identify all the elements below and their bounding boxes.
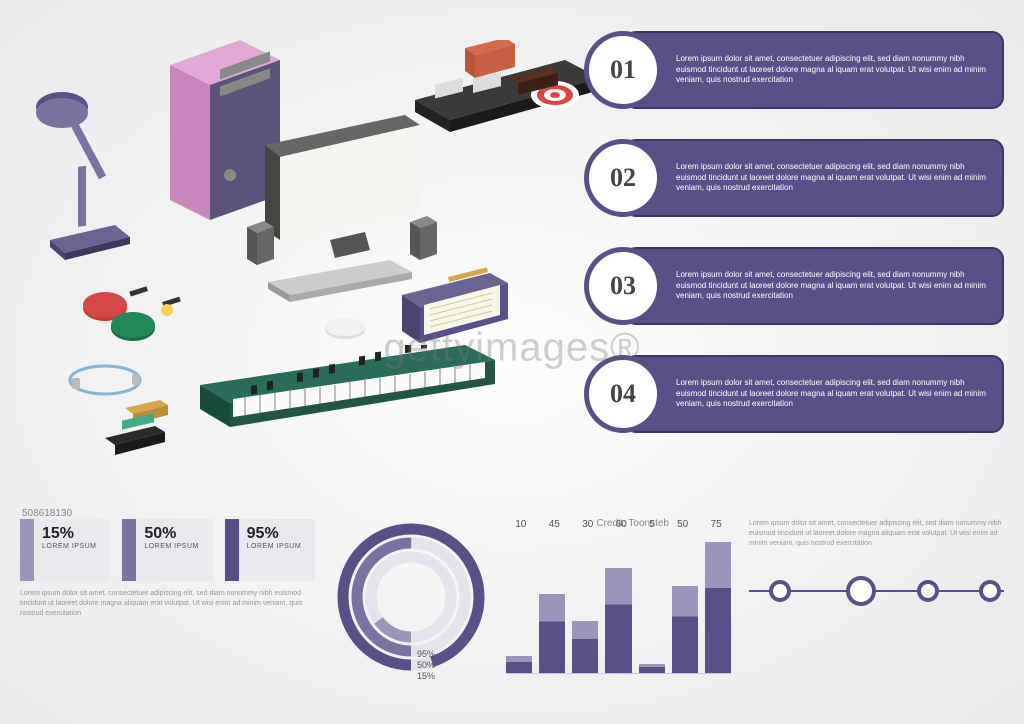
panel-01: 01 Lorem ipsum dolor sit amet, consectet…: [584, 25, 1004, 115]
stats-paragraph: Lorem ipsum dolor sit amet, consectetuer…: [20, 589, 315, 618]
percent-stats: 15% LOREM IPSUM 50% LOREM IPSUM 95% LORE…: [20, 519, 315, 704]
panel-03: 03 Lorem ipsum dolor sit amet, consectet…: [584, 241, 1004, 331]
timeline-node: [846, 576, 876, 606]
small-devices-icon: [60, 360, 210, 470]
timeline: Lorem ipsum dolor sit amet, consectetuer…: [749, 519, 1004, 704]
stat-box-3: 95% LOREM IPSUM: [225, 519, 315, 581]
timeline-node: [917, 580, 939, 602]
panel-02: 02 Lorem ipsum dolor sit amet, consectet…: [584, 133, 1004, 223]
panel-badge-03: 03: [584, 247, 662, 325]
image-id: 508618130: [22, 508, 72, 519]
donut-chart: 95%50%15%: [333, 519, 488, 704]
bar-label: 75: [711, 519, 722, 530]
bar-label: 50: [677, 519, 688, 530]
timeline-node: [979, 580, 1001, 602]
bar-label: 30: [582, 519, 593, 530]
bar: [539, 594, 565, 673]
bar: [572, 621, 598, 674]
svg-text:15%: 15%: [417, 671, 435, 681]
mouse-icon: [320, 315, 370, 345]
bar: [605, 568, 631, 673]
panel-badge-01: 01: [584, 31, 662, 109]
bar-label: 5: [649, 519, 655, 530]
piano-keyboard-icon: [185, 345, 505, 450]
bar-chart: 10 45 30 60 5 50 75: [506, 519, 731, 704]
panel-04: 04 Lorem ipsum dolor sit amet, consectet…: [584, 349, 1004, 439]
accessories-board-icon: [405, 40, 605, 200]
clipboard-icon: [390, 265, 520, 355]
bar: [506, 656, 532, 674]
panel-badge-02: 02: [584, 139, 662, 217]
bar-label: 60: [616, 519, 627, 530]
panel-badge-04: 04: [584, 355, 662, 433]
bar: [639, 664, 665, 673]
timeline-node: [769, 580, 791, 602]
bar: [705, 542, 731, 673]
info-panels: 01 Lorem ipsum dolor sit amet, consectet…: [584, 25, 1004, 457]
bottom-stats-row: 15% LOREM IPSUM 50% LOREM IPSUM 95% LORE…: [20, 519, 1004, 704]
panel-text-01: Lorem ipsum dolor sit amet, consectetuer…: [624, 31, 1004, 109]
bar-label: 45: [549, 519, 560, 530]
svg-text:95%: 95%: [417, 649, 435, 659]
paddles-icon: [75, 280, 185, 350]
stat-box-2: 50% LOREM IPSUM: [122, 519, 212, 581]
panel-text-03: Lorem ipsum dolor sit amet, consectetuer…: [624, 247, 1004, 325]
desk-lamp-icon: [20, 85, 160, 265]
bar: [672, 586, 698, 674]
panel-text-02: Lorem ipsum dolor sit amet, consectetuer…: [624, 139, 1004, 217]
isometric-illustration: [20, 20, 570, 480]
stat-box-1: 15% LOREM IPSUM: [20, 519, 110, 581]
bar-label: 10: [515, 519, 526, 530]
svg-text:50%: 50%: [417, 660, 435, 670]
panel-text-04: Lorem ipsum dolor sit amet, consectetuer…: [624, 355, 1004, 433]
